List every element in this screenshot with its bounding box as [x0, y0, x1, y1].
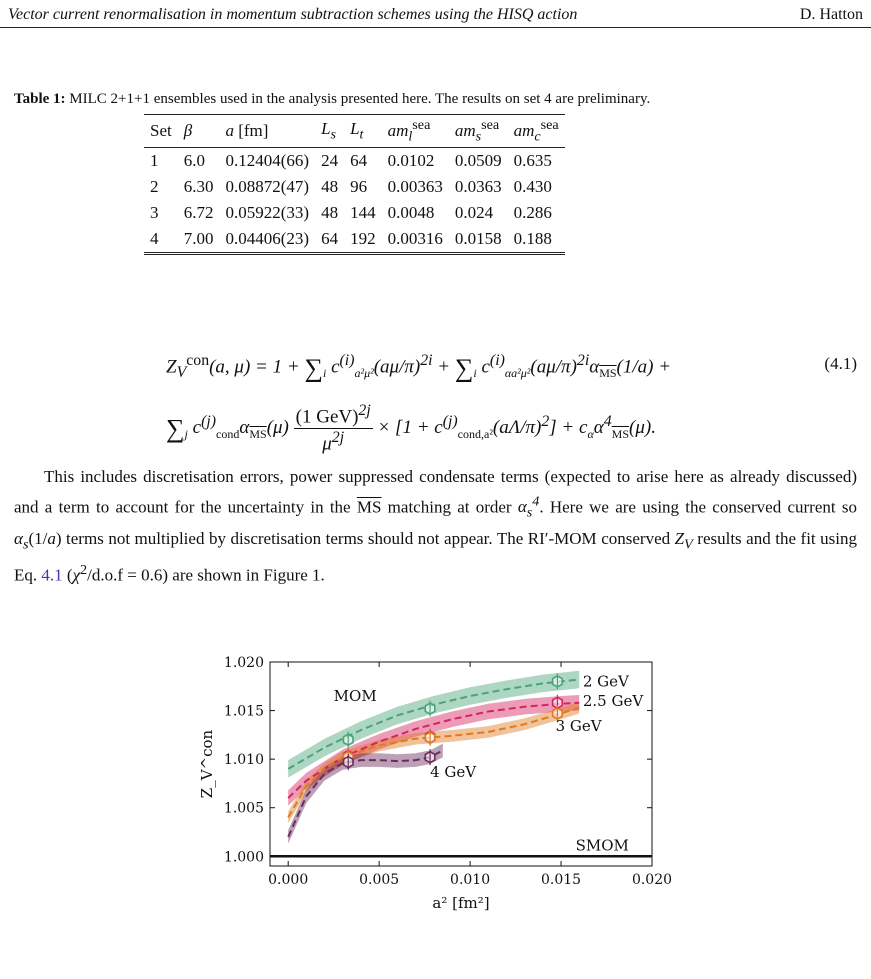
col-ls: Ls [315, 113, 345, 149]
table-row: 2 6.30 0.08872(47) 48 96 0.00363 0.0363 0.430 [144, 174, 565, 200]
table-cell: 0.05922(33) [225, 203, 310, 223]
table-cell: 6.72 [183, 203, 214, 223]
table-cell: 96 [350, 177, 368, 197]
table-cell: 7.00 [177, 226, 220, 256]
zv-chart: 0.000 0.005 0.010 0.015 0.020 1.000 1.005 1.010… [198, 655, 672, 912]
series-band [288, 695, 580, 806]
table-cell: 2 [150, 177, 159, 197]
y-tick-label: 1.010 [224, 752, 264, 768]
author-name: D. Hatton [799, 6, 863, 23]
table-caption: Table 1: MILC 2+1+1 ensembles used in th… [14, 91, 650, 108]
table-body: 1 6.0 0.12404(66) 24 64 0.0102 0.0509 0.635 2 6.3… [144, 148, 565, 256]
x-tick-label: 0.000 [268, 872, 308, 888]
table-cell: 0.635 [513, 151, 552, 171]
series-label: 2 GeV [583, 672, 630, 690]
table-cell: 0.0363 [454, 177, 502, 197]
table-cell: 64 [350, 151, 368, 171]
table-caption-text: MILC 2+1+1 ensembles used in the analysi… [69, 91, 651, 107]
table-cell: 64 [315, 226, 345, 256]
para-text-6: ( [62, 565, 73, 585]
equation-line-1: ZVcon(a, μ) = 1 + ∑i c(i)a²μ²(aμ/π)2i + … [166, 352, 672, 383]
table-row: 3 6.72 0.05922(33) 48 144 0.0048 0.024 0.286 [144, 200, 565, 226]
running-title: Vector current renormalisation in moment… [8, 6, 578, 23]
para-text-7: ) are shown in Figure 1. [162, 565, 325, 585]
ensembles-table: Set β a [fm] Ls Lt amlsea amssea amcsea … [144, 113, 565, 256]
series-band [288, 670, 580, 778]
table-cell: 192 [344, 226, 382, 256]
y-tick-label: 1.020 [224, 655, 264, 671]
table-cell: 0.12404(66) [225, 151, 310, 171]
series-fit-line [287, 749, 444, 838]
header-rule [0, 27, 871, 28]
table-cell: 0.0509 [454, 151, 502, 171]
table-cell: 0.0048 [387, 203, 435, 223]
x-tick-label: 0.020 [632, 872, 672, 888]
table-row: 1 6.0 0.12404(66) 24 64 0.0102 0.0509 0.635 [144, 148, 565, 175]
table-cell: 48 [321, 177, 339, 197]
x-tick-label: 0.015 [541, 872, 581, 888]
table-cell: 1 [150, 151, 159, 171]
table-cell: 6.30 [183, 177, 214, 197]
para-text-1: This includes discretisation errors, pow… [14, 467, 857, 517]
table-cell: 144 [350, 203, 376, 223]
col-a: a [fm] [219, 113, 316, 149]
table-cell: 0.0158 [448, 226, 508, 256]
x-tick-label: 0.005 [359, 872, 399, 888]
table-cell: 6.0 [183, 151, 205, 171]
x-axis-label: a² [fm²] [432, 894, 489, 912]
equation-link[interactable]: 4.1 [41, 565, 63, 585]
col-ml: amlsea [381, 113, 449, 149]
col-set: Set [144, 113, 178, 149]
para-text-4: terms not multiplied by discretisation t… [61, 529, 675, 549]
y-tick-label: 1.015 [224, 704, 264, 720]
para-text-5: results and the fit using Eq. [14, 529, 857, 585]
series-label: 4 GeV [430, 763, 477, 781]
table-cell: 0.08872(47) [225, 177, 310, 197]
series-label: 2.5 GeV [583, 692, 644, 710]
table-cell: 0.286 [513, 203, 552, 223]
y-axis-label: Z_V^con [198, 729, 216, 798]
x-tick-label: 0.010 [450, 872, 490, 888]
equation-line-2: ∑j c(j)condαMS(μ) (1 GeV)2j μ2j × [1 + c… [166, 402, 656, 455]
table-row: 4 7.00 0.04406(23) 64 192 0.00316 0.0158 0.188 [144, 226, 565, 256]
table-cell: 0.00316 [381, 226, 449, 256]
plot-frame [269, 661, 653, 867]
table-cell: 4 [144, 226, 178, 256]
table-cell: 0.0102 [387, 151, 435, 171]
body-paragraph: This includes discretisation errors, pow… [14, 467, 857, 585]
para-text-2: matching at order [381, 497, 518, 517]
table-cell: 0.024 [454, 203, 494, 223]
para-text-3: . Here we are using the conserved curren… [539, 497, 857, 517]
annotation-mom: MOM [334, 687, 377, 705]
table-cell: 0.188 [507, 226, 565, 256]
y-tick-label: 1.000 [224, 849, 264, 865]
table-caption-label: Table 1: [14, 91, 66, 107]
col-ms: amssea [448, 113, 508, 149]
col-lt: Lt [344, 113, 382, 149]
table-cell: 24 [321, 151, 339, 171]
table-cell: 3 [150, 203, 159, 223]
equation-number: (4.1) [824, 354, 857, 373]
table-cell: 0.00363 [387, 177, 443, 197]
table-header-row: Set β a [fm] Ls Lt amlsea amssea amcsea [144, 113, 565, 149]
table-cell: 0.04406(23) [219, 226, 316, 256]
col-mc: amcsea [507, 113, 565, 149]
series-band [288, 701, 580, 824]
series-fit-line [287, 701, 580, 799]
col-beta: β [177, 113, 220, 149]
table-cell: 0.430 [513, 177, 552, 197]
y-tick-label: 1.005 [224, 801, 264, 817]
series-fit-line [287, 706, 580, 818]
series-label: SMOM [576, 836, 629, 854]
table-cell: 48 [321, 203, 339, 223]
series-label: 3 GeV [556, 717, 603, 735]
